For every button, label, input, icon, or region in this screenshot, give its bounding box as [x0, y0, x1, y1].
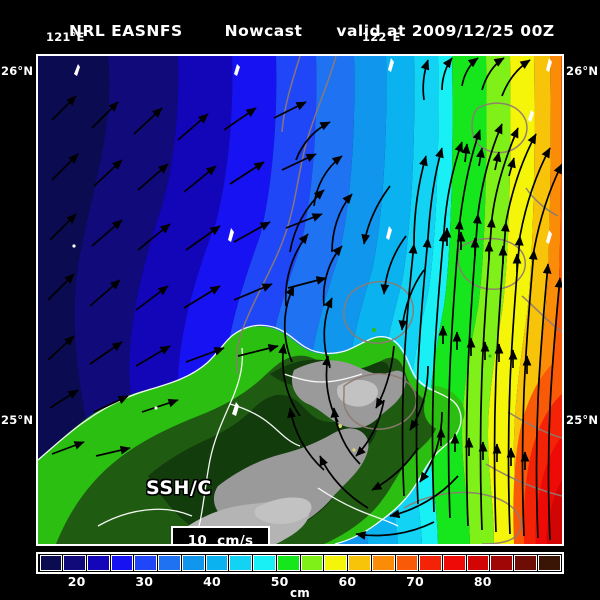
colorbar-tick: 20 [67, 574, 86, 589]
colorbar-swatch [39, 555, 63, 571]
colorbar-swatch [110, 555, 134, 571]
axis-label-lat-bottom-right: 25°N [566, 413, 599, 427]
colorbar-tick: 60 [338, 574, 357, 589]
colorbar-swatch [229, 555, 253, 571]
colorbar-swatch [490, 555, 514, 571]
colorbar-swatch [348, 555, 371, 571]
map-panel[interactable]: SSH/C 10 cm/s [36, 54, 564, 546]
vector-scale-legend: 10 cm/s [171, 526, 270, 546]
axis-label-lat-top-left: 26°N [1, 64, 34, 78]
vector-scale-value: 10 cm/s [187, 533, 254, 546]
colorbar-swatch [300, 555, 324, 571]
colorbar-swatch [205, 555, 229, 571]
axis-label-lon-right: 122°E [362, 30, 401, 44]
axis-label-lat-bottom-left: 25°N [1, 413, 34, 427]
axis-label-lat-top-right: 26°N [566, 64, 599, 78]
colorbar-swatch [466, 555, 490, 571]
colorbar-swatch [442, 555, 466, 571]
colorbar-swatch [181, 555, 205, 571]
colorbar-swatch [419, 555, 442, 571]
colorbar-swatch [324, 555, 348, 571]
colorbar-swatch [158, 555, 181, 571]
title-valid-time: valid at 2009/12/25 00Z [336, 22, 555, 40]
colorbar-swatch [253, 555, 276, 571]
colorbar-swatch [86, 555, 110, 571]
current-vector-ticks [436, 143, 532, 470]
colorbar-tick: 30 [135, 574, 154, 589]
ssh-contours [235, 56, 562, 544]
title-model: NRL EASNFS [68, 22, 183, 40]
colorbar-swatch [134, 555, 158, 571]
colorbar-tick: 50 [270, 574, 289, 589]
colorbar-swatch [395, 555, 419, 571]
colorbar-swatch [63, 555, 86, 571]
colorbar-tick: 70 [406, 574, 424, 589]
colorbar [36, 552, 564, 574]
colorbar-swatch [276, 555, 300, 571]
colorbar-tick: 80 [473, 574, 492, 589]
white-station-marks [72, 58, 552, 416]
colorbar-tick: 40 [203, 574, 221, 589]
title-product: Nowcast [224, 22, 303, 40]
axis-label-lon-left: 121°E [46, 30, 85, 44]
current-vectors [47, 57, 562, 541]
colorbar-unit-label: cm [289, 586, 311, 600]
land-taiwan [38, 324, 492, 544]
colorbar-swatch [537, 555, 561, 571]
colorbar-swatch [371, 555, 395, 571]
colorbar-tick-labels: 20 30 40 50 60 70 80 [36, 574, 564, 590]
ssh-current-map [38, 56, 562, 544]
colorbar-swatch [514, 555, 537, 571]
page-title: NRL EASNFS Nowcast valid at 2009/12/25 00Z [0, 4, 600, 40]
